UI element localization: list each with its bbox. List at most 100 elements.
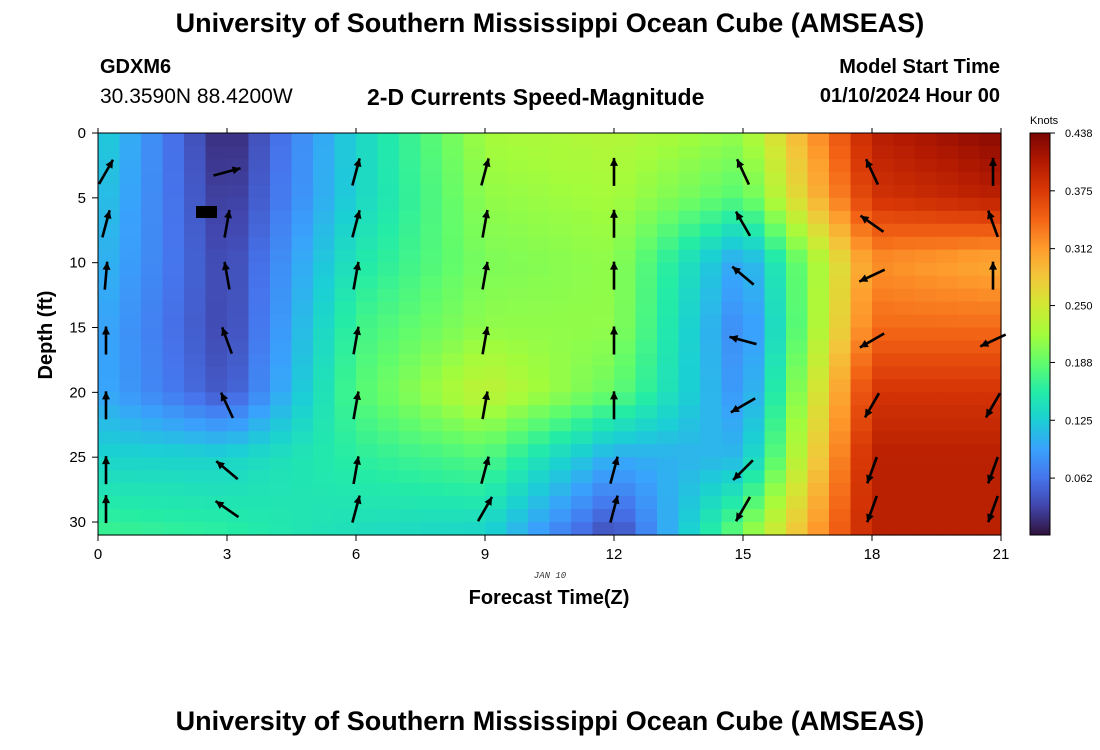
heatmap-cell (915, 353, 938, 368)
current-vector (219, 392, 235, 419)
heatmap-cell (936, 392, 959, 406)
heatmap-cell (184, 275, 207, 290)
heatmap-cell (915, 184, 938, 199)
heatmap-cell (227, 301, 250, 316)
heatmap-cell (893, 210, 916, 225)
heatmap-cell (592, 133, 615, 147)
heatmap-cell (356, 158, 379, 173)
heatmap-cell (98, 184, 121, 199)
heatmap-cell (506, 145, 529, 160)
heatmap-cell (119, 444, 142, 458)
heatmap-cell (657, 366, 680, 380)
heatmap-cell (721, 483, 744, 497)
heatmap-cell (248, 249, 271, 264)
heatmap-cell (399, 184, 422, 199)
heatmap-cell (893, 171, 916, 186)
heatmap-cell (528, 197, 551, 212)
heatmap-cell (893, 470, 916, 484)
heatmap-cell (958, 379, 981, 393)
heatmap-cell (872, 418, 895, 432)
heatmap-cell (807, 340, 830, 355)
heatmap-cell (958, 197, 981, 212)
heatmap-cell (141, 418, 164, 432)
current-vector (610, 261, 618, 290)
y-tick-label: 10 (69, 255, 86, 272)
heatmap-cell (184, 314, 207, 329)
heatmap-cell (356, 522, 379, 536)
heatmap-cell (614, 327, 637, 342)
heatmap-cell (872, 457, 895, 471)
heatmap-cell (958, 496, 981, 510)
heatmap-cell (377, 184, 400, 199)
heatmap-cell (119, 223, 142, 238)
heatmap-cell (936, 210, 959, 225)
heatmap-cell (506, 275, 529, 290)
heatmap-cell (592, 444, 615, 458)
heatmap-cell (141, 236, 164, 251)
heatmap-cell (764, 197, 787, 212)
heatmap-cell (399, 522, 422, 536)
current-vector (351, 158, 362, 186)
heatmap-cell (205, 145, 228, 160)
heatmap-cell (571, 262, 594, 277)
heatmap-cell (700, 275, 723, 290)
heatmap-cell (291, 171, 314, 186)
heatmap-cell (528, 392, 551, 406)
heatmap-cell (979, 236, 1002, 251)
heatmap-cell (270, 158, 293, 173)
heatmap-cell (119, 327, 142, 342)
heatmap-cell (420, 145, 443, 160)
heatmap-cell (893, 249, 916, 264)
heatmap-cell (635, 353, 658, 368)
heatmap-cell (807, 405, 830, 419)
heatmap-cell (635, 509, 658, 523)
heatmap-cell (549, 470, 572, 484)
heatmap-cell (721, 249, 744, 264)
x-axis-label: Forecast Time(Z) (469, 587, 630, 609)
heatmap-cell (506, 431, 529, 445)
heatmap-cell (807, 353, 830, 368)
heatmap-cell (162, 184, 185, 199)
heatmap-cell (399, 314, 422, 329)
heatmap-cell (829, 223, 852, 238)
heatmap-cell (291, 379, 314, 393)
heatmap-cell (248, 197, 271, 212)
x-tick-label: 6 (352, 546, 360, 563)
heatmap-cell (528, 340, 551, 355)
heatmap-cell (786, 405, 809, 419)
heatmap-cell (162, 301, 185, 316)
current-vector (864, 158, 880, 186)
heatmap-cell (958, 249, 981, 264)
heatmap-cell (485, 457, 508, 471)
heatmap-cell (571, 470, 594, 484)
heatmap-cell (141, 288, 164, 303)
station-coordinates: 30.3590N 88.4200W (100, 85, 293, 108)
heatmap-cell (700, 483, 723, 497)
heatmap-cell (915, 275, 938, 290)
heatmap-cell (829, 496, 852, 510)
heatmap-cell (893, 145, 916, 160)
heatmap-cell (571, 145, 594, 160)
heatmap-cell (764, 431, 787, 445)
heatmap-cell (377, 496, 400, 510)
heatmap-cell (463, 444, 486, 458)
heatmap-cell (872, 301, 895, 316)
heatmap-cell (356, 431, 379, 445)
station-id: GDXM6 (100, 56, 172, 78)
heatmap-cell (829, 145, 852, 160)
heatmap-cell (506, 379, 529, 393)
heatmap-cell (463, 275, 486, 290)
heatmap-cell (162, 288, 185, 303)
heatmap-cell (678, 145, 701, 160)
heatmap-cell (700, 405, 723, 419)
colorbar-gradient (1029, 132, 1051, 536)
heatmap-cell (399, 405, 422, 419)
heatmap-cell (592, 236, 615, 251)
heatmap-cell (205, 431, 228, 445)
heatmap-cell (915, 379, 938, 393)
heatmap-cell (399, 340, 422, 355)
heatmap-cell (205, 262, 228, 277)
heatmap-cell (571, 184, 594, 199)
heatmap-cell (377, 158, 400, 173)
heatmap-cell (979, 145, 1002, 160)
